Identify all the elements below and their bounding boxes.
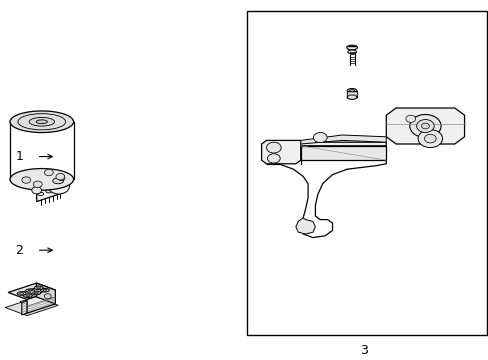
Polygon shape: [276, 142, 386, 146]
Polygon shape: [295, 218, 315, 234]
Ellipse shape: [38, 192, 43, 195]
Ellipse shape: [37, 287, 41, 289]
Circle shape: [58, 177, 65, 183]
Ellipse shape: [29, 117, 54, 126]
Ellipse shape: [17, 292, 26, 295]
Ellipse shape: [28, 290, 32, 292]
Text: 1: 1: [16, 150, 23, 163]
Ellipse shape: [38, 186, 43, 189]
Ellipse shape: [41, 288, 49, 292]
Bar: [346, 91, 356, 97]
Circle shape: [416, 120, 433, 132]
Polygon shape: [20, 300, 27, 302]
Ellipse shape: [54, 187, 60, 190]
Ellipse shape: [46, 183, 52, 186]
Circle shape: [417, 130, 442, 148]
Circle shape: [409, 114, 440, 138]
Ellipse shape: [346, 95, 356, 99]
Ellipse shape: [53, 178, 63, 184]
Circle shape: [32, 186, 41, 194]
Circle shape: [44, 169, 53, 176]
Circle shape: [313, 132, 326, 143]
Ellipse shape: [34, 286, 43, 290]
Polygon shape: [300, 146, 386, 160]
Ellipse shape: [349, 90, 354, 92]
Circle shape: [266, 142, 281, 153]
Ellipse shape: [43, 289, 47, 291]
Circle shape: [56, 174, 64, 180]
Ellipse shape: [32, 291, 41, 295]
Ellipse shape: [54, 181, 60, 184]
Ellipse shape: [10, 168, 73, 190]
Bar: [246, 11, 486, 335]
Text: 2: 2: [16, 244, 23, 257]
Ellipse shape: [36, 120, 47, 123]
Polygon shape: [20, 287, 46, 296]
Circle shape: [27, 291, 29, 293]
Ellipse shape: [20, 293, 23, 294]
Polygon shape: [300, 135, 386, 144]
Ellipse shape: [346, 45, 357, 50]
Text: 3: 3: [360, 345, 367, 357]
Circle shape: [267, 154, 280, 163]
Circle shape: [421, 123, 428, 129]
Polygon shape: [23, 171, 63, 185]
Ellipse shape: [23, 294, 32, 298]
Polygon shape: [50, 171, 63, 193]
Ellipse shape: [34, 292, 38, 294]
Circle shape: [405, 115, 415, 122]
Circle shape: [29, 292, 31, 294]
Circle shape: [33, 290, 35, 291]
Polygon shape: [8, 283, 55, 300]
Polygon shape: [261, 140, 300, 164]
Ellipse shape: [26, 289, 35, 292]
Circle shape: [29, 290, 31, 291]
Polygon shape: [22, 301, 27, 315]
Polygon shape: [37, 283, 55, 304]
Ellipse shape: [26, 295, 30, 297]
Polygon shape: [37, 176, 63, 202]
Ellipse shape: [18, 114, 65, 130]
Polygon shape: [386, 108, 464, 144]
Polygon shape: [27, 290, 55, 313]
Circle shape: [48, 178, 69, 194]
Polygon shape: [5, 297, 58, 316]
Ellipse shape: [46, 190, 52, 193]
Ellipse shape: [346, 89, 356, 93]
Circle shape: [58, 176, 65, 181]
Circle shape: [33, 292, 35, 294]
Ellipse shape: [347, 50, 356, 54]
Ellipse shape: [28, 291, 35, 293]
Circle shape: [22, 177, 31, 183]
Circle shape: [34, 291, 36, 293]
Circle shape: [33, 181, 42, 188]
Circle shape: [44, 294, 51, 299]
Circle shape: [424, 134, 435, 143]
Ellipse shape: [10, 111, 73, 132]
